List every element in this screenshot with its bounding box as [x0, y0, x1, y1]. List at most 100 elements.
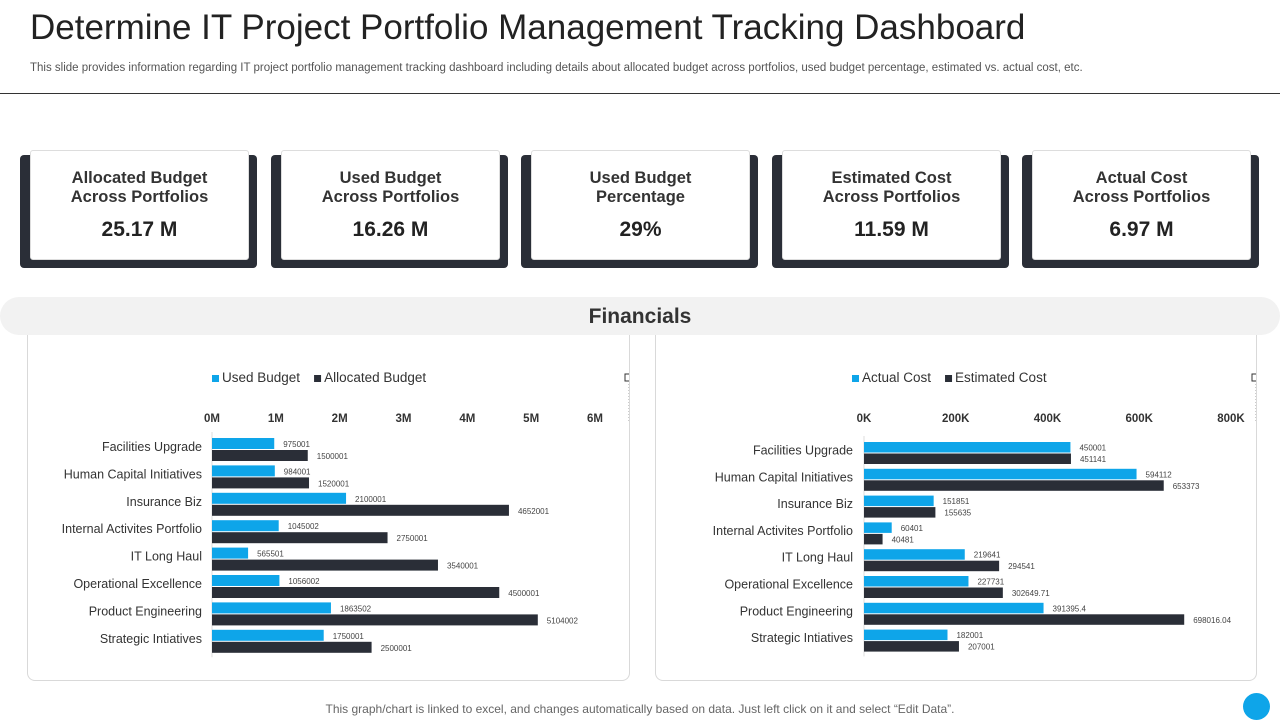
- category-label: Operational Excellence: [73, 577, 202, 591]
- legend-swatch: [212, 375, 219, 382]
- data-label: 40481: [892, 535, 915, 544]
- bar-used-budget: [212, 465, 275, 477]
- data-label: 450001: [1079, 444, 1106, 453]
- category-label: Product Engineering: [89, 604, 202, 618]
- tick-label: 800K: [1217, 413, 1245, 425]
- kpi-value: 29%: [619, 218, 662, 241]
- data-label: 391395.4: [1053, 604, 1087, 613]
- data-label: 151851: [943, 497, 970, 506]
- bar-estimated-cost: [864, 641, 959, 652]
- bar-allocated-budget: [212, 532, 388, 544]
- chart-options-icon: [624, 373, 633, 382]
- chart-options-icon: [1251, 373, 1260, 382]
- bar-used-budget: [212, 629, 324, 641]
- kpi-allocated-budget: Allocated Budget Across Portfolios 25.17…: [20, 150, 257, 268]
- bar-actual-cost: [864, 602, 1044, 614]
- bar-actual-cost: [864, 549, 965, 560]
- data-label: 294541: [1008, 562, 1035, 571]
- financials-band: [0, 297, 1280, 335]
- tick-label: 200K: [942, 413, 970, 425]
- tick-label: 1M: [268, 413, 284, 425]
- bar-actual-cost: [864, 576, 969, 587]
- data-label: 984001: [284, 467, 311, 476]
- bar-used-budget: [212, 547, 249, 559]
- data-label: 2100001: [355, 495, 387, 504]
- page-title: Determine IT Project Portfolio Managemen…: [30, 8, 1026, 47]
- kpi-card: Allocated Budget Across Portfolios 25.17…: [30, 150, 249, 260]
- legend-label: Allocated Budget: [324, 370, 426, 385]
- data-label: 3540001: [447, 562, 479, 571]
- data-label: 4652001: [518, 507, 550, 516]
- kpi-card: Used Budget Percentage 29%: [531, 150, 750, 260]
- data-label: 2750001: [397, 534, 429, 543]
- bar-actual-cost: [864, 629, 948, 641]
- bar-estimated-cost: [864, 507, 936, 518]
- legend-swatch: [314, 375, 322, 382]
- kpi-used-budget: Used Budget Across Portfolios 16.26 M: [271, 150, 508, 268]
- data-label: 155635: [944, 509, 971, 518]
- kpi-estimated-cost: Estimated Cost Across Portfolios 11.59 M: [772, 150, 1009, 268]
- tick-label: 600K: [1126, 413, 1154, 425]
- kpi-label: Used Budget Across Portfolios: [321, 169, 460, 206]
- kpi-label: Allocated Budget Across Portfolios: [70, 169, 209, 206]
- data-label: 302649.71: [1012, 589, 1050, 598]
- bar-used-budget: [212, 438, 275, 449]
- kpi-value: 11.59 M: [854, 218, 929, 241]
- tick-label: 0M: [204, 413, 220, 425]
- category-label: IT Long Haul: [131, 550, 202, 564]
- cost-chart-panel[interactable]: Actual Cost Estimated Cost 0K 200K 400K 600K 8…: [655, 335, 1260, 681]
- kpi-value: 6.97 M: [1109, 218, 1174, 241]
- category-label: Operational Excellence: [724, 578, 853, 592]
- data-label: 1056002: [288, 577, 320, 586]
- budget-chart[interactable]: Used Budget Allocated Budget 0M 1M 2M 3M 4M 5M 6…: [28, 335, 633, 680]
- bar-used-budget: [212, 520, 279, 532]
- bar-allocated-budget: [212, 641, 372, 653]
- category-label: Facilities Upgrade: [753, 444, 853, 458]
- bar-allocated-budget: [212, 587, 500, 598]
- bar-used-budget: [212, 575, 280, 586]
- bar-estimated-cost: [864, 533, 883, 545]
- kpi-actual-cost: Actual Cost Across Portfolios 6.97 M: [1022, 150, 1259, 268]
- kpi-label: Actual Cost Across Portfolios: [1072, 169, 1211, 206]
- tick-label: 4M: [459, 413, 475, 425]
- category-label: Human Capital Initiatives: [64, 467, 202, 481]
- bar-allocated-budget: [212, 504, 509, 516]
- kpi-card: Used Budget Across Portfolios 16.26 M: [281, 150, 500, 260]
- data-label: 5104002: [547, 616, 579, 625]
- data-label: 207001: [968, 643, 995, 652]
- bar-actual-cost: [864, 468, 1137, 480]
- tick-label: 2M: [332, 413, 348, 425]
- bar-used-budget: [212, 602, 331, 614]
- data-label: 227731: [977, 578, 1004, 587]
- bar-allocated-budget: [212, 450, 308, 461]
- kpi-value: 25.17 M: [101, 218, 178, 241]
- data-label: 1750001: [333, 632, 365, 641]
- bar-allocated-budget: [212, 614, 538, 626]
- tick-label: 0K: [857, 413, 872, 425]
- kpi-label: Estimated Cost Across Portfolios: [822, 169, 961, 206]
- budget-chart-panel[interactable]: Used Budget Allocated Budget 0M 1M 2M 3M 4M 5M 6…: [27, 335, 633, 681]
- category-label: Strategic Intiatives: [751, 631, 853, 645]
- kpi-card: Estimated Cost Across Portfolios 11.59 M: [782, 150, 1001, 260]
- data-label: 182001: [956, 631, 983, 640]
- bar-actual-cost: [864, 442, 1071, 453]
- data-label: 594112: [1146, 470, 1173, 479]
- bar-estimated-cost: [864, 480, 1164, 491]
- category-label: IT Long Haul: [782, 551, 853, 565]
- data-label: 653373: [1173, 482, 1200, 491]
- data-label: 1863502: [340, 604, 372, 613]
- cost-chart[interactable]: Actual Cost Estimated Cost 0K 200K 400K 600K 8…: [656, 335, 1260, 680]
- legend-swatch: [945, 375, 953, 382]
- page-subtitle: This slide provides information regardin…: [30, 62, 1083, 74]
- bar-estimated-cost: [864, 614, 1185, 625]
- kpi-value: 16.26 M: [352, 218, 429, 241]
- category-label: Insurance Biz: [126, 495, 202, 509]
- bar-estimated-cost: [864, 453, 1071, 464]
- data-label: 698016.04: [1193, 616, 1231, 625]
- tick-label: 3M: [396, 413, 412, 425]
- category-label: Strategic Intiatives: [100, 632, 202, 646]
- data-label: 1045002: [288, 522, 320, 531]
- data-label: 4500001: [508, 589, 540, 598]
- data-label: 2500001: [381, 644, 413, 653]
- legend-label: Used Budget: [222, 370, 300, 385]
